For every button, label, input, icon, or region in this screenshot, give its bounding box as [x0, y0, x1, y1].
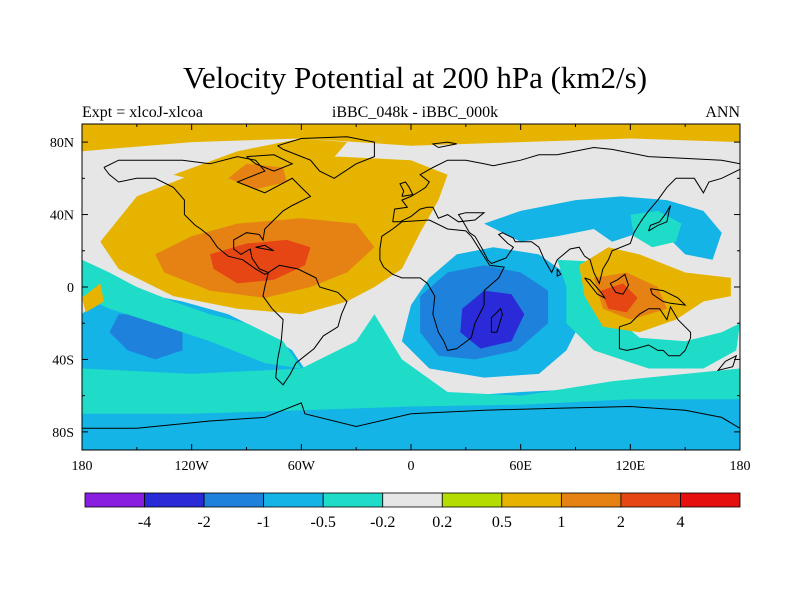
- field-region-asia-negative-arc: [484, 196, 722, 260]
- colorbar-swatch: [263, 492, 324, 508]
- x-tick-label: 180: [72, 459, 93, 474]
- chart-title: Velocity Potential at 200 hPa (km2/s): [183, 60, 647, 95]
- field-region-arctic-positive: [82, 124, 740, 152]
- coastline-borneo: [609, 273, 630, 295]
- colorbar-level-label: 0.2: [432, 514, 452, 531]
- coastline-japan: [648, 205, 671, 232]
- velocity-potential-field: [82, 124, 740, 450]
- x-tick-label: 180: [730, 459, 751, 474]
- colorbar-level-label: 0.5: [492, 514, 512, 531]
- colorbar-swatch: [144, 492, 205, 508]
- field-region-atlantic-positive-north: [173, 138, 347, 182]
- field-region-asia-negative-core: [630, 210, 682, 248]
- coastline-south-america: [262, 264, 348, 386]
- colorbar-swatch: [84, 492, 145, 508]
- case-label: iBBC_048k - iBBC_000k: [332, 104, 498, 121]
- colorbar-level-label: -0.5: [311, 514, 336, 531]
- colorbar-swatch: [322, 492, 384, 508]
- field-region-west-pacific-teal: [82, 259, 302, 369]
- colorbar-swatch: [680, 492, 741, 508]
- field-region-southern-ring-teal: [82, 314, 740, 414]
- colorbar-level-label: 2: [617, 514, 625, 531]
- y-tick-label: 40N: [50, 209, 74, 224]
- colorbar-level-label: -1: [257, 514, 270, 531]
- x-tick-label: 120W: [175, 459, 210, 474]
- coastline-north-america: [103, 156, 312, 275]
- coastline-sri-lanka: [556, 268, 562, 277]
- x-tick-label: 60W: [288, 459, 316, 474]
- y-tick-label: 0: [67, 281, 74, 296]
- axis-ticks: 180 120W 60W 0 60E 120E 180 80N 40N 0 40S 80S: [50, 124, 751, 474]
- coastline-antarctica: [82, 402, 740, 429]
- field-region-maritime-positive-peak: [601, 283, 638, 313]
- y-tick-label: 40S: [52, 353, 74, 368]
- colorbar-level-label: -2: [197, 514, 210, 531]
- colorbar: -4 -2 -1 -0.5 -0.2 0.2 0.5 1 2 4: [84, 492, 741, 531]
- map-plot: 180 120W 60W 0 60E 120E 180 80N 40N 0 40S 80S: [50, 123, 751, 474]
- experiment-label: Expt = xlcoJ-xlcoa: [82, 104, 203, 121]
- x-tick-label: 120E: [616, 459, 646, 474]
- colorbar-level-label: -4: [138, 514, 151, 531]
- colorbar-swatch: [620, 492, 681, 508]
- coastline-uk: [399, 181, 414, 197]
- colorbar-swatch: [441, 492, 503, 508]
- coastline-baffin: [246, 154, 294, 172]
- colorbar-swatch: [501, 492, 562, 508]
- colorbar-swatch: [382, 492, 443, 508]
- colorbar-level-label: 4: [676, 514, 684, 531]
- coastline-madagascar: [490, 307, 503, 333]
- coastline-greenland: [277, 136, 375, 179]
- season-label: ANN: [705, 104, 740, 121]
- coastline-sumatra: [584, 277, 607, 300]
- colorbar-swatch: [560, 492, 622, 508]
- y-tick-label: 80N: [50, 136, 74, 151]
- field-region-madagascar-negative: [460, 290, 525, 349]
- coastline-eurasia: [392, 146, 740, 285]
- colorbar-swatch: [203, 492, 265, 508]
- coastline-africa: [379, 219, 505, 351]
- coastlines: [82, 136, 740, 429]
- coastline-new-guinea: [649, 288, 687, 306]
- x-tick-label: 0: [408, 459, 415, 474]
- y-tick-label: 80S: [52, 426, 74, 441]
- x-tick-label: 60E: [509, 459, 532, 474]
- colorbar-level-label: -0.2: [370, 514, 395, 531]
- coastline-australia: [618, 305, 692, 357]
- colorbar-level-label: 1: [557, 514, 565, 531]
- field-region-caribbean-positive: [209, 239, 311, 284]
- field-region-antarctic-negative: [82, 386, 740, 450]
- coastline-cuba: [255, 244, 275, 252]
- coastline-new-zealand: [716, 354, 738, 372]
- coastline-svalbard: [431, 141, 457, 148]
- field-region-pacific-equator-positive: [82, 283, 104, 313]
